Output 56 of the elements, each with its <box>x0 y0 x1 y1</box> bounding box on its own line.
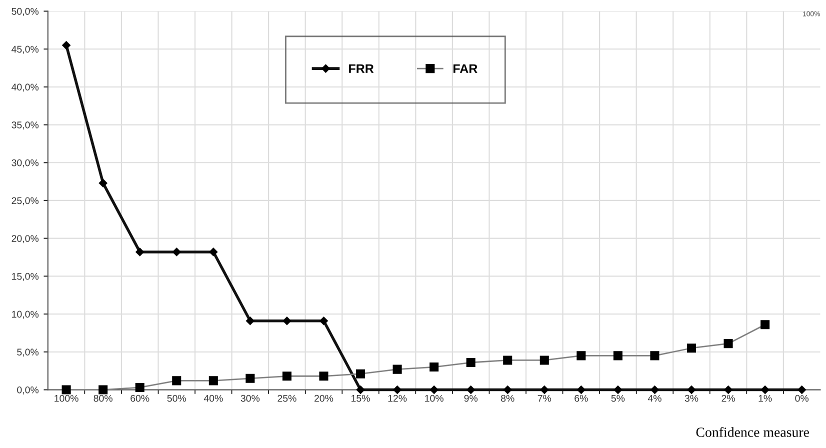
x-tick-label: 3% <box>684 394 698 402</box>
x-tick-label: 60% <box>130 394 150 402</box>
point <box>540 386 549 394</box>
point <box>393 386 402 394</box>
point <box>209 248 218 256</box>
x-tick-label: 4% <box>648 394 662 402</box>
point <box>650 386 659 394</box>
y-tick-label: 45,0% <box>12 46 39 54</box>
y-tick-label: 15,0% <box>12 272 39 281</box>
x-tick-label: 9% <box>464 394 478 402</box>
x-tick-label: 12% <box>388 394 407 402</box>
point <box>577 386 586 394</box>
x-tick-label: 8% <box>501 394 514 402</box>
y-tick-label: 40,0% <box>12 84 39 92</box>
y-tick-label: 0,0% <box>17 386 39 395</box>
y-tick-label: 30,0% <box>12 159 39 168</box>
y-tick-label: 50,0% <box>12 8 39 16</box>
legend-label: FAR <box>454 64 478 73</box>
point <box>430 386 438 394</box>
point <box>136 248 144 256</box>
x-tick-label: 1% <box>758 394 772 402</box>
x-tick-label: 40% <box>204 394 223 402</box>
x-tick-label: 100% <box>54 394 78 402</box>
x-tick-label: 30% <box>240 394 260 402</box>
point <box>614 386 622 394</box>
x-tick-label: 20% <box>314 394 334 402</box>
y-tick-label: 25,0% <box>12 197 39 206</box>
x-tick-label: 25% <box>278 394 296 402</box>
y-tick-label: 10,0% <box>12 310 39 319</box>
point <box>466 386 475 394</box>
point <box>62 41 70 50</box>
x-tick-label: 0% <box>795 394 809 402</box>
x-tick-label: 6% <box>574 394 588 402</box>
point <box>282 316 292 325</box>
legend-label: FRR <box>349 64 374 73</box>
point <box>172 248 181 256</box>
x-tick-label: 5% <box>611 394 625 402</box>
point <box>320 316 328 325</box>
point <box>98 178 108 188</box>
point <box>760 386 770 394</box>
x-tick-label: 10% <box>425 394 444 402</box>
point <box>246 316 254 325</box>
x-tick-label: 80% <box>94 394 112 402</box>
y-tick-label: 35,0% <box>12 122 39 130</box>
x-tick-label: 50% <box>167 394 186 402</box>
point <box>356 386 365 394</box>
point <box>724 386 732 394</box>
x-tick-label: 2% <box>722 394 735 402</box>
y-tick-label: 5,0% <box>17 348 39 357</box>
point <box>687 386 696 394</box>
x-tick-label: 15% <box>352 394 370 402</box>
x-axis-title: Confidence measure <box>696 427 809 437</box>
point <box>503 386 512 394</box>
x-tick-label: 7% <box>538 394 552 402</box>
y-tick-label: 20,0% <box>12 235 39 244</box>
point <box>798 386 806 394</box>
